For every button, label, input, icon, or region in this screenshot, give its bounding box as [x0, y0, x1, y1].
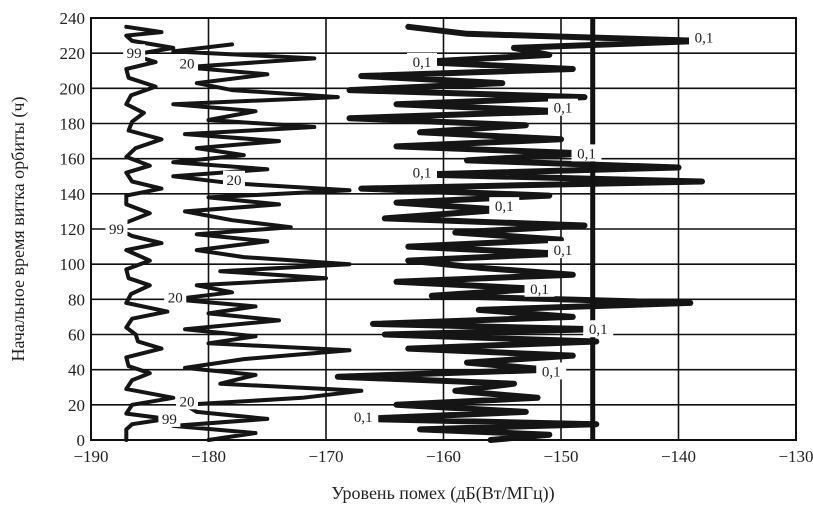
curve-label-bg [223, 170, 245, 188]
x-tick-label: −180 [191, 447, 226, 466]
y-tick-label: 0 [77, 431, 86, 450]
y-tick-label: 100 [60, 255, 86, 274]
curve-label-bg [123, 44, 146, 62]
plot-frame [90, 17, 797, 441]
x-tick-label: −160 [426, 447, 461, 466]
curve-label-bg [689, 28, 719, 46]
curve-label-bg [571, 144, 602, 162]
curve-label-bg [407, 52, 437, 70]
curve-label-bg [548, 241, 578, 259]
curve-label-bg [164, 288, 187, 306]
curve-label-bg [583, 320, 614, 338]
x-tick-label: −130 [778, 447, 813, 466]
y-tick-label: 160 [60, 150, 86, 169]
y-axis-title: Начальное время витка орбиты (ч) [8, 97, 29, 362]
y-tick-label: 40 [68, 361, 85, 380]
y-tick-label: 180 [60, 115, 86, 134]
curve-label: 99 [162, 412, 177, 428]
x-tick-labels: −190 −180 −170 −160 −150 −140 −130 [73, 447, 813, 466]
curve-label: 0,1 [530, 282, 549, 298]
curve-label-bg [524, 279, 555, 297]
y-tick-label: 140 [60, 185, 86, 204]
curve-label: 0,1 [589, 322, 608, 338]
curve-label-bg [176, 392, 198, 410]
x-tick-label: −190 [73, 447, 108, 466]
curve-label: 99 [127, 46, 142, 62]
x-axis-title: Уровень помех (дБ(Вт/МГц)) [331, 483, 554, 504]
curve-label: 20 [180, 394, 195, 410]
x-tick-label: −140 [661, 447, 696, 466]
curve-label: 0,1 [413, 166, 432, 182]
curve-labels: 999999202020200,10,10,10,10,10,10,10,10,… [105, 28, 719, 428]
x-tick-label: −170 [308, 447, 343, 466]
curve-label: 20 [227, 173, 242, 189]
curve-label-bg [489, 197, 520, 215]
curve-label: 0,1 [354, 410, 373, 426]
y-tick-label: 240 [60, 9, 86, 28]
curve-label: 0,1 [695, 30, 714, 46]
x-tick-label: −150 [543, 447, 578, 466]
curve-label-bg [158, 409, 181, 427]
series-line-3 [334, 23, 705, 443]
series-line-2 [171, 42, 364, 442]
curve-label-bg [348, 408, 379, 426]
curve-label: 0,1 [542, 364, 561, 380]
curve-label: 0,1 [554, 101, 573, 117]
y-tick-labels: 0 20 40 60 80 100 120 140 160 180 200 220 240 [60, 9, 86, 450]
curve-label: 0,1 [577, 146, 596, 162]
y-tick-label: 60 [68, 326, 85, 345]
curve-label-bg [105, 220, 128, 237]
y-tick-label: 220 [60, 44, 86, 63]
curve-label: 0,1 [495, 199, 514, 215]
curve-label: 99 [109, 222, 124, 238]
y-tick-label: 20 [68, 396, 85, 415]
curve-label-bg [536, 362, 567, 380]
curve-label: 20 [180, 57, 195, 73]
y-tick-label: 120 [60, 220, 86, 239]
curve-label-bg [548, 98, 578, 116]
curve-label-bg [407, 163, 437, 181]
curve-label: 20 [168, 291, 183, 307]
curve-label: 0,1 [413, 55, 432, 71]
curve-label: 0,1 [554, 243, 573, 259]
y-tick-label: 200 [60, 79, 86, 98]
curve-label-bg [176, 54, 198, 72]
y-tick-label: 80 [68, 290, 85, 309]
